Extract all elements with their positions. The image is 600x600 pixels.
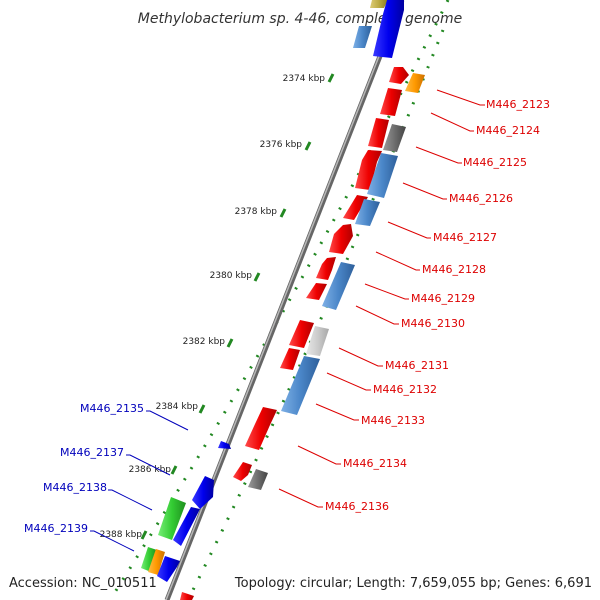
gene-box <box>380 88 402 116</box>
gene-box <box>405 73 425 93</box>
gene-box <box>383 124 406 152</box>
leader-lines-left <box>90 410 189 552</box>
kbp-ticks: 2374 kbp 2376 kbp 2378 kbp 2380 kbp 2382… <box>100 73 335 540</box>
gene-box <box>281 356 320 415</box>
gene-label: M446_2125 <box>463 156 527 169</box>
gene-box <box>343 195 368 220</box>
gene-arrow <box>173 507 200 546</box>
gene-box <box>148 549 165 575</box>
gene-label: M446_2132 <box>373 383 437 396</box>
gene-label: M446_2138 <box>43 481 107 494</box>
gene-label: M446_2135 <box>80 402 144 415</box>
gene-box <box>367 153 398 198</box>
gene-label: M446_2127 <box>433 231 497 244</box>
gene-arrow <box>157 556 180 582</box>
gene-label: M446_2139 <box>24 522 88 535</box>
kbp-tick-label: 2374 kbp <box>283 74 326 84</box>
kbp-tick-label: 2378 kbp <box>235 207 278 217</box>
gene-label: M446_2123 <box>486 98 550 111</box>
gene-box <box>306 326 329 356</box>
gene-box <box>322 262 355 310</box>
gene-label: M446_2136 <box>325 500 389 513</box>
gene-box <box>368 118 389 148</box>
gene-label: M446_2137 <box>60 446 124 459</box>
genome-backbone-highlight <box>165 0 402 600</box>
accession-text: Accession: NC_010511 <box>9 576 157 591</box>
gene-label: M446_2128 <box>422 263 486 276</box>
gene-label: M446_2133 <box>361 414 425 427</box>
gene-label: M446_2129 <box>411 292 475 305</box>
gene-box <box>355 199 380 226</box>
gene-arrow <box>329 224 353 254</box>
gene-arrow <box>218 441 231 449</box>
kbp-tick-label: 2388 kbp <box>100 530 143 540</box>
topology-text: Topology: circular; Length: 7,659,055 bp… <box>234 576 592 591</box>
gene-arrow <box>389 67 409 84</box>
kbp-tick-label: 2386 kbp <box>129 465 172 475</box>
gene-label: M446_2131 <box>385 359 449 372</box>
genes-inner-strand <box>180 67 425 600</box>
gene-arrow <box>316 257 336 280</box>
gene-label: M446_2134 <box>343 457 407 470</box>
tick-ring-outer <box>108 0 450 600</box>
gene-label: M446_2130 <box>401 317 465 330</box>
gene-box <box>289 320 314 348</box>
gene-box <box>180 592 194 600</box>
kbp-tick-label: 2384 kbp <box>156 402 199 412</box>
map-title: Methylobacterium sp. 4-46, complete geno… <box>138 11 462 27</box>
kbp-tick-label: 2376 kbp <box>260 140 303 150</box>
gene-label: M446_2126 <box>449 192 513 205</box>
gene-box <box>158 497 186 540</box>
gene-labels-left: M446_2135 M446_2137 M446_2138 M446_2139 <box>24 402 144 535</box>
gene-label: M446_2124 <box>476 124 540 137</box>
gene-arrow <box>192 476 214 509</box>
genes-top-partial <box>353 0 404 58</box>
gene-box <box>141 547 157 572</box>
gene-box <box>248 469 268 490</box>
kbp-tick-label: 2380 kbp <box>210 271 253 281</box>
kbp-tick-label: 2382 kbp <box>183 337 226 347</box>
genes-outer-strand <box>141 441 231 582</box>
gene-arrow <box>355 150 382 190</box>
gene-labels-right: M446_2123 M446_2124 M446_2125 M446_2126 … <box>325 98 550 513</box>
gene-arrow <box>233 462 252 481</box>
gene-arrow <box>245 407 277 450</box>
gene-box <box>306 283 327 300</box>
tick-ring-inner <box>186 29 445 600</box>
gene-box <box>280 348 300 370</box>
leader-lines-right <box>278 89 485 508</box>
